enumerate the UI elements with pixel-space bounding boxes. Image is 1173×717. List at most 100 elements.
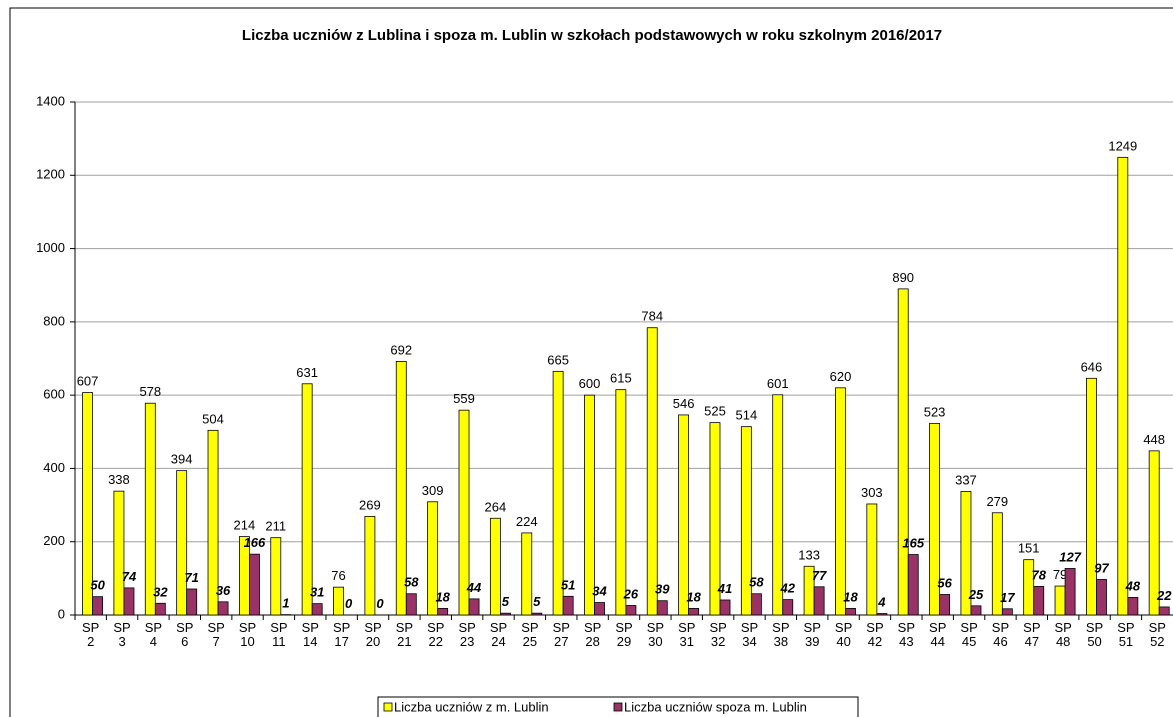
value-label: 48	[1125, 578, 1141, 593]
value-label: 18	[435, 589, 450, 604]
bar	[929, 422, 940, 616]
bar	[1127, 597, 1139, 616]
bar	[333, 586, 344, 616]
x-tick-label: SP 21	[396, 620, 413, 649]
bar	[1148, 450, 1160, 616]
value-label: 578	[139, 384, 161, 399]
x-tick-label: SP 24	[490, 620, 507, 649]
x-tick-label: SP 23	[458, 620, 475, 649]
legend-label: Liczba uczniów z m. Lublin	[394, 699, 549, 714]
bar	[364, 516, 376, 616]
value-label: 646	[1081, 359, 1103, 374]
x-tick-label: SP 52	[1149, 620, 1166, 649]
x-tick-label: SP 48	[1055, 620, 1072, 649]
x-tick-label: SP 2	[82, 620, 99, 649]
bar	[154, 602, 166, 616]
value-label: 22	[1156, 588, 1172, 603]
bar	[249, 553, 260, 616]
value-label: 514	[735, 408, 757, 423]
x-tick-label: SP 42	[866, 620, 883, 649]
value-label: 600	[579, 376, 601, 391]
bar	[709, 422, 721, 616]
bar	[813, 586, 825, 616]
value-label: 1249	[1108, 138, 1137, 153]
bar	[646, 327, 658, 616]
bar	[594, 602, 605, 616]
x-tick-label: SP 4	[145, 620, 162, 649]
bar	[437, 608, 449, 616]
bar	[1064, 568, 1076, 616]
legend-label: Liczba uczniów spoza m. Lublin	[624, 699, 807, 714]
y-tick-label: 1000	[36, 240, 65, 255]
x-tick-label: SP 11	[270, 620, 287, 649]
chart-title: Liczba uczniów z Lublina i spoza m. Lubl…	[242, 27, 942, 44]
value-label: 25	[968, 587, 984, 602]
bar	[688, 608, 700, 616]
x-tick-label: SP 39	[804, 620, 821, 649]
bar	[311, 603, 323, 616]
value-label: 211	[265, 519, 286, 534]
bar	[395, 361, 407, 616]
x-tick-label: SP 20	[364, 620, 381, 649]
value-label: 51	[561, 577, 575, 592]
value-label: 525	[704, 404, 726, 419]
bar	[301, 383, 313, 616]
bar	[1033, 586, 1045, 616]
x-tick-label: SP 31	[678, 620, 695, 649]
value-label: 607	[77, 374, 99, 389]
value-label: 165	[902, 536, 924, 551]
value-label: 523	[924, 404, 946, 419]
x-tick-label: SP 50	[1086, 620, 1103, 649]
bar	[427, 501, 439, 616]
value-label: 31	[310, 585, 324, 600]
bar	[991, 512, 1003, 616]
x-tick-label: SP 28	[584, 620, 601, 649]
bar	[907, 554, 919, 616]
bar	[217, 601, 229, 616]
value-label: 338	[108, 472, 130, 487]
bar	[499, 612, 511, 616]
value-label: 18	[843, 589, 858, 604]
value-label: 79	[1053, 567, 1067, 582]
x-tick-label: SP 17	[333, 620, 350, 649]
value-label: 269	[359, 497, 381, 512]
y-tick-label: 200	[43, 533, 65, 548]
bar	[960, 491, 972, 616]
value-label: 36	[216, 583, 231, 598]
value-label: 620	[830, 369, 852, 384]
x-tick-label: SP 6	[176, 620, 193, 649]
bar	[876, 613, 888, 616]
value-label: 559	[453, 391, 475, 406]
bar	[656, 600, 668, 616]
x-tick-label: SP 34	[741, 620, 758, 649]
legend: Liczba uczniów z m. Lublin Liczba uczniów…	[377, 696, 859, 717]
x-tick-label: SP 27	[553, 620, 570, 649]
x-tick-label: SP 3	[113, 620, 130, 649]
value-label: 394	[171, 452, 193, 467]
bar	[584, 394, 595, 616]
value-label: 309	[422, 483, 444, 498]
bar	[835, 387, 846, 616]
legend-swatch	[383, 702, 393, 712]
value-label: 303	[861, 485, 883, 500]
value-label: 58	[749, 575, 764, 590]
value-label: 4	[877, 595, 886, 610]
value-label: 151	[1018, 541, 1040, 556]
value-label: 279	[986, 494, 1008, 509]
x-tick-label: SP 40	[835, 620, 852, 649]
x-tick-label: SP 25	[521, 620, 538, 649]
bar	[405, 593, 417, 616]
value-label: 631	[296, 365, 318, 380]
bar	[939, 594, 951, 616]
value-label: 77	[812, 568, 827, 583]
bar	[270, 537, 282, 616]
x-tick-label: SP 43	[898, 620, 915, 649]
bar	[207, 429, 219, 616]
value-label: 1	[282, 596, 289, 611]
bar	[123, 587, 135, 616]
bar	[562, 595, 574, 616]
bar	[1054, 585, 1066, 616]
value-label: 337	[955, 473, 977, 488]
bar	[866, 503, 878, 616]
value-label: 56	[937, 575, 952, 590]
